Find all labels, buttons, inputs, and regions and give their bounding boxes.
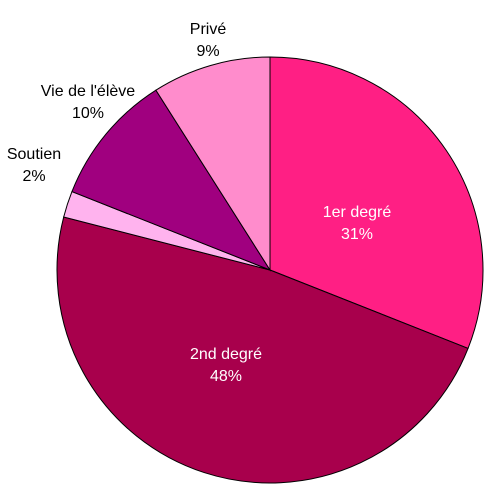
slice-label: 2nd degré bbox=[190, 346, 262, 363]
slice-value-label: 48% bbox=[210, 368, 242, 385]
pie-slice bbox=[269, 56, 484, 350]
slice-label: Soutien bbox=[7, 146, 61, 163]
slice-value-label: 9% bbox=[196, 43, 219, 60]
pie-slice bbox=[56, 216, 469, 484]
slice-value-label: 10% bbox=[72, 105, 104, 122]
slice-value-label: 31% bbox=[341, 226, 373, 243]
pie-slice bbox=[71, 89, 272, 272]
slice-label: Privé bbox=[190, 21, 227, 38]
slice-value-label: 2% bbox=[22, 168, 45, 185]
slice-label: 1er degré bbox=[323, 204, 392, 221]
slice-label: Vie de l'élève bbox=[41, 83, 135, 100]
pie-slice bbox=[155, 56, 271, 272]
